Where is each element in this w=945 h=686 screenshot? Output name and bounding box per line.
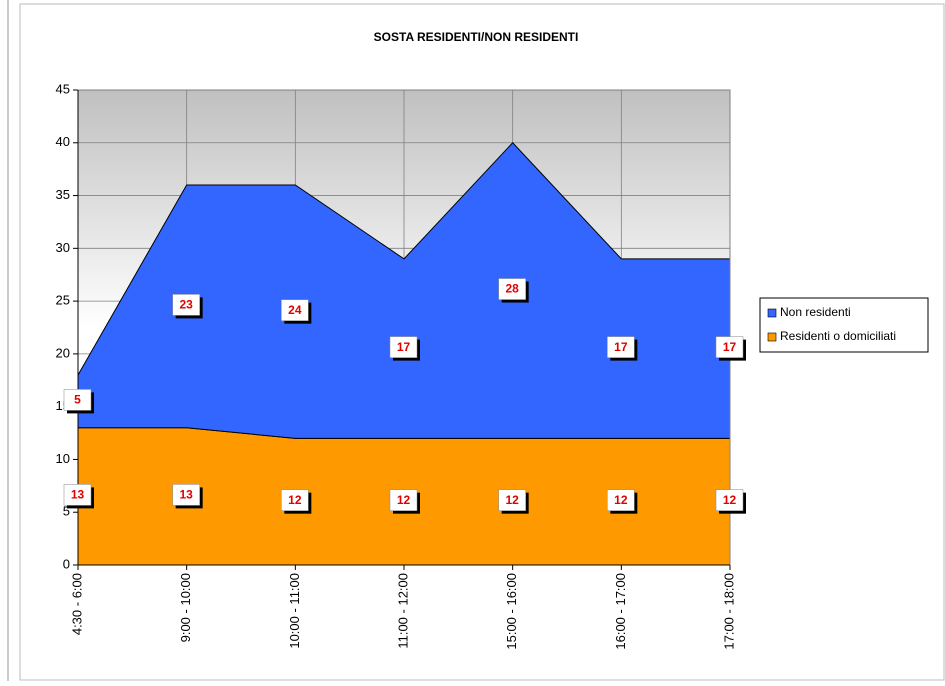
label-box	[172, 484, 200, 506]
data-label: 12	[288, 493, 302, 507]
x-tick-label: 15:00 - 16:00	[504, 573, 519, 650]
label-box	[63, 389, 92, 411]
y-tick-label: 20	[56, 345, 70, 360]
data-label: 17	[397, 340, 411, 354]
x-tick-label: 16:00 - 17:00	[613, 573, 628, 650]
data-label: 17	[723, 340, 737, 354]
y-tick-label: 25	[56, 293, 70, 308]
y-tick-label: 30	[56, 240, 70, 255]
y-tick-label: 10	[56, 451, 70, 466]
x-tick-label: 11:00 - 12:00	[395, 573, 410, 649]
y-tick-label: 0	[63, 556, 70, 571]
data-label: 23	[179, 298, 193, 312]
y-tick-label: 40	[56, 134, 70, 149]
data-label: 28	[505, 282, 519, 296]
data-label: 12	[397, 493, 411, 507]
legend-label: Non residenti	[780, 305, 851, 319]
label-box	[715, 489, 744, 511]
data-label: 12	[723, 493, 737, 507]
label-box	[281, 299, 309, 321]
y-tick-label: 35	[56, 187, 70, 202]
y-tick-label: 5	[63, 504, 70, 519]
legend-box	[759, 297, 929, 353]
y-tick-label: 45	[56, 81, 70, 96]
x-tick-label: 10:00 - 11:00	[287, 573, 302, 649]
label-box	[715, 336, 744, 358]
label-box	[172, 294, 200, 316]
data-label: 13	[179, 488, 193, 502]
data-label: 17	[614, 340, 628, 354]
x-tick-label: 4:30 - 6:00	[69, 573, 84, 635]
label-box	[607, 336, 635, 358]
data-label: 13	[71, 488, 85, 502]
data-label: 12	[614, 493, 628, 507]
legend-swatch	[767, 332, 777, 342]
x-tick-label: 9:00 - 10:00	[178, 573, 193, 642]
label-box	[498, 278, 526, 300]
data-label: 5	[74, 393, 81, 407]
legend-label: Residenti o domiciliati	[780, 329, 896, 343]
label-box	[389, 336, 418, 358]
label-box	[607, 489, 635, 511]
chart-title: SOSTA RESIDENTI/NON RESIDENTI	[374, 30, 579, 44]
label-box	[281, 489, 309, 511]
label-box	[498, 489, 526, 511]
data-label: 12	[505, 493, 519, 507]
data-label: 24	[288, 303, 302, 317]
label-box	[63, 484, 92, 506]
x-tick-label: 17:00 - 18:00	[721, 573, 736, 650]
label-box	[389, 489, 418, 511]
legend-swatch	[767, 308, 777, 318]
